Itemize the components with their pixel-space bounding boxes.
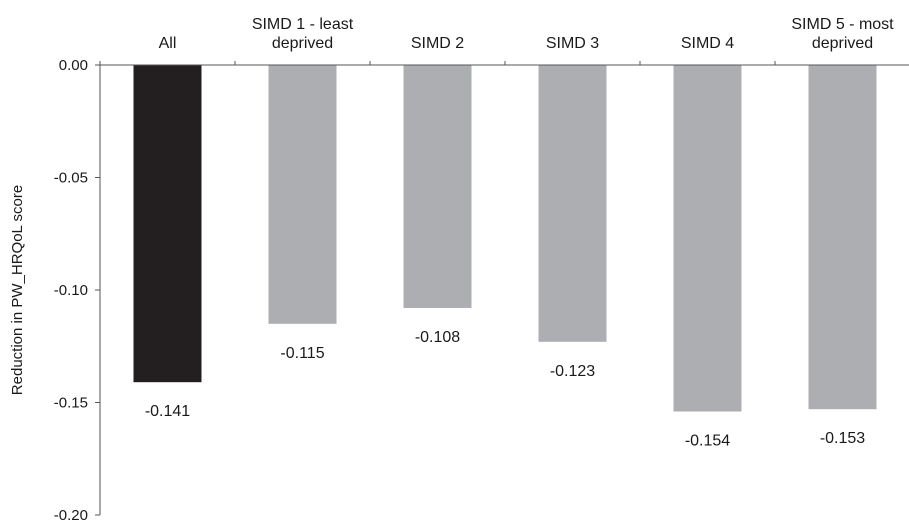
category-label-4: SIMD 4 <box>681 35 734 52</box>
category-label-1-line-1: deprived <box>272 35 333 52</box>
y-tick-label-0: 0.00 <box>59 57 88 74</box>
category-label-0: All <box>159 35 177 52</box>
bar-1 <box>268 65 337 324</box>
bar-0 <box>133 65 202 383</box>
bars-group <box>133 65 877 412</box>
bar-2 <box>403 65 472 308</box>
y-tick-label-4: -0.20 <box>54 507 88 523</box>
data-label-0: -0.141 <box>145 403 190 420</box>
category-label-5-line-1: deprived <box>812 35 873 52</box>
data-label-1: -0.115 <box>280 345 324 362</box>
bar-3 <box>538 65 607 342</box>
bar-4 <box>673 65 742 412</box>
data-label-2: -0.108 <box>415 329 460 346</box>
y-tick-label-3: -0.15 <box>54 395 88 412</box>
y-axis-title: Reduction in PW_HRQoL score <box>9 185 26 395</box>
bar-5 <box>808 65 877 410</box>
data-label-5: -0.153 <box>820 430 865 447</box>
labels-group: -0.141 All -0.115 SIMD 1 - least deprived -0.… <box>145 16 894 450</box>
y-tick-label-2: -0.10 <box>54 282 88 299</box>
category-label-2: SIMD 2 <box>411 35 464 52</box>
category-label-1-line-0: SIMD 1 - least <box>252 16 354 33</box>
axes-group: 0.00 -0.05 -0.10 -0.15 -0.20 <box>54 57 909 523</box>
data-label-3: -0.123 <box>550 363 595 380</box>
category-label-5-line-0: SIMD 5 - most <box>791 16 894 33</box>
data-label-4: -0.154 <box>685 433 730 450</box>
category-label-3: SIMD 3 <box>546 35 599 52</box>
y-tick-label-1: -0.05 <box>54 170 88 187</box>
